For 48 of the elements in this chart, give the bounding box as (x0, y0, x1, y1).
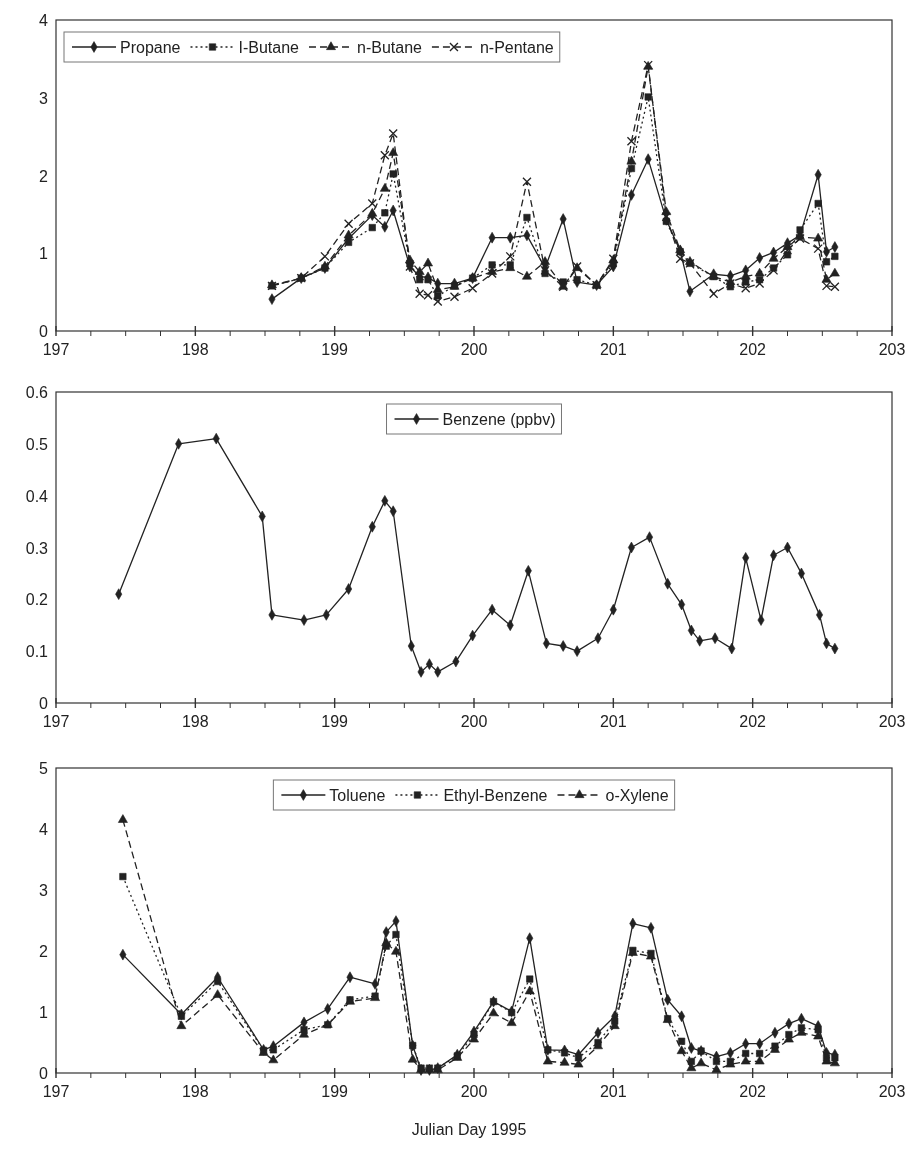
x-tick-label: 203 (878, 1083, 906, 1100)
x-tick-label: 199 (321, 341, 349, 358)
legend-label: Toluene (329, 787, 386, 804)
x-tick-label: 203 (878, 713, 906, 730)
y-tick-label: 0.2 (25, 591, 49, 609)
x-tick-label: 201 (599, 713, 627, 730)
y-tick-label: 0.5 (25, 435, 49, 453)
x-tick-label: 197 (42, 341, 70, 358)
y-tick-label: 0.3 (25, 539, 49, 557)
legend-label: o-Xylene (605, 787, 669, 804)
x-tick-label: 203 (878, 341, 906, 358)
y-tick-label: 4 (39, 12, 49, 29)
x-tick-label: 202 (739, 713, 767, 730)
x-tick-label: 197 (42, 1083, 70, 1100)
y-tick-label: 0 (39, 695, 49, 712)
x-tick-label: 201 (599, 341, 627, 358)
x-tick-label: 202 (739, 341, 767, 358)
y-tick-label: 2 (39, 167, 49, 185)
y-tick-label: 0.1 (25, 643, 49, 661)
x-tick-label: 198 (181, 341, 209, 358)
legend-label: I-Butane (238, 39, 300, 56)
y-tick-label: 3 (39, 882, 49, 899)
legend-label: Benzene (ppbv) (442, 411, 556, 428)
x-tick-label: 198 (181, 1083, 209, 1100)
y-tick-label: 0.4 (25, 487, 49, 505)
legend-label: Ethyl-Benzene (443, 787, 548, 804)
y-tick-label: 1 (39, 245, 49, 263)
x-tick-label: 198 (181, 713, 209, 730)
y-tick-label: 3 (39, 89, 49, 107)
y-tick-label: 4 (39, 821, 49, 838)
y-tick-label: 5 (39, 760, 49, 777)
y-tick-label: 0 (39, 1065, 49, 1082)
legend-label: n-Pentane (479, 39, 554, 56)
x-tick-label: 200 (460, 341, 488, 358)
x-tick-label: 200 (460, 713, 488, 730)
x-tick-label: 201 (599, 1083, 627, 1100)
x-tick-label: 200 (460, 1083, 488, 1100)
y-tick-label: 0 (39, 323, 49, 340)
x-tick-label: 199 (321, 1083, 349, 1100)
y-tick-label: 0.6 (25, 384, 49, 401)
x-tick-label: 199 (321, 713, 349, 730)
legend-label: n-Butane (356, 39, 423, 56)
y-tick-label: 1 (39, 1004, 49, 1021)
x-tick-label: 197 (42, 713, 70, 730)
y-tick-label: 2 (39, 943, 49, 960)
legend-label: Propane (120, 39, 181, 56)
x-axis-title: Julian Day 1995 (411, 1121, 527, 1138)
x-tick-label: 202 (739, 1083, 767, 1100)
